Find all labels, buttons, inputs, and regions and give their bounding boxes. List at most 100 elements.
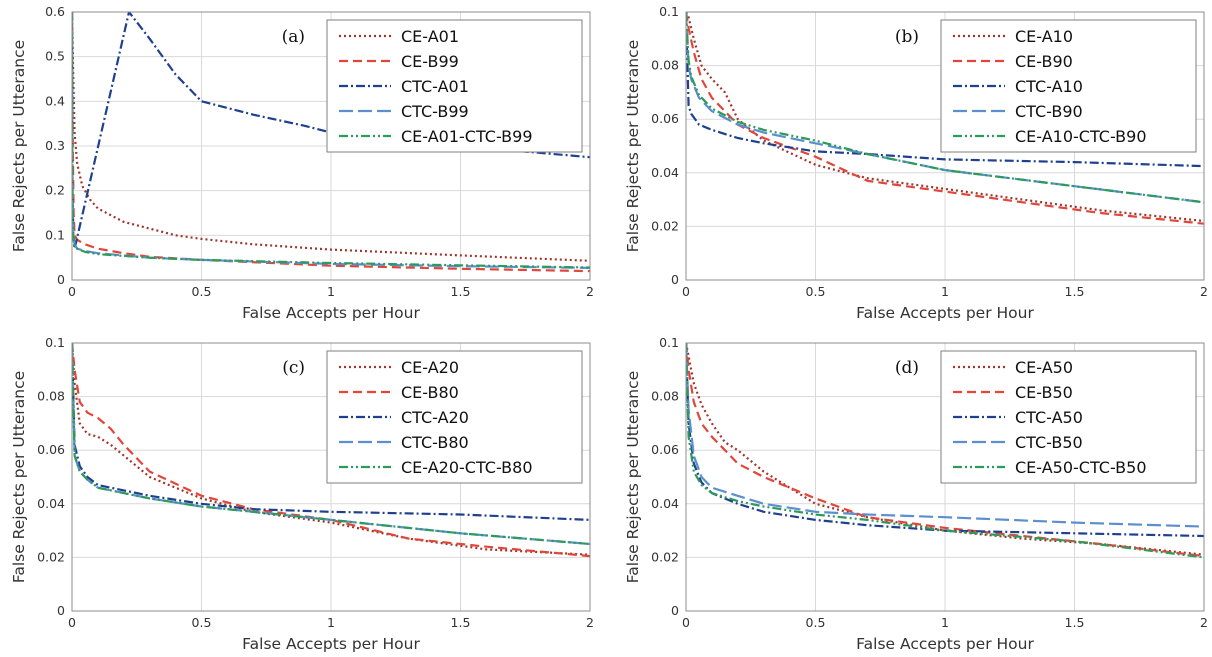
legend: CE-A10 CE-B90 CTC-A10 CTC-B90 CE-A10-CTC-B90 [940,19,1197,153]
x-tick-label: 1 [941,284,949,299]
y-tick-label: 0.06 [651,442,679,457]
series-group [72,343,590,558]
series-line-ce-a01-ctc-b99 [72,12,590,269]
legend-entry-label: CE-A50 [1015,358,1073,377]
x-tick-label: 1.5 [1065,284,1085,299]
series-line-ctc-a10 [686,12,1204,168]
x-tick-label: 2 [586,615,594,630]
x-tick-label: 0.5 [192,284,212,299]
legend-entry-label: CE-B80 [401,383,459,402]
x-axis-label: False Accepts per Hour [856,635,1034,653]
y-axis-label: False Rejects per Utterance [624,40,642,252]
legend-entry-label: CTC-A50 [1015,408,1083,427]
y-tick-label: 0 [671,603,679,618]
series-line-ce-a50 [686,343,1204,556]
legend-entry-label: CE-B99 [401,52,459,71]
y-tick-label: 0.02 [651,218,679,233]
y-tick-label: 0.1 [45,335,65,350]
y-tick-label: 0.04 [37,496,65,511]
y-tick-label: 0.08 [37,389,65,404]
y-tick-label: 0.08 [651,389,679,404]
series-line-ctc-a50 [686,343,1204,538]
panel-label: (a) [282,27,305,47]
x-axis-label: False Accepts per Hour [856,304,1034,322]
legend-entry-label: CE-B50 [1015,383,1073,402]
legend: CE-A50 CE-B50 CTC-A50 CTC-B50 CE-A50-CTC-B50 [940,350,1197,484]
legend-entry-label: CE-A01 [401,27,459,46]
y-tick-label: 0.1 [45,227,65,242]
legend-entry-label: CTC-B90 [1015,102,1083,121]
series-group [686,12,1204,225]
y-tick-label: 0.3 [45,138,65,153]
x-tick-label: 1.5 [451,615,471,630]
y-tick-label: 0.4 [45,93,65,108]
legend: CE-A01 CE-B99 CTC-A01 CTC-B99 CE-A01-CTC-B99 [326,19,583,153]
y-tick-label: 0 [671,272,679,287]
y-tick-label: 0.06 [651,111,679,126]
series-line-ce-b90 [686,12,1204,225]
plot-frame [71,342,591,612]
legend-entry-label: CE-B90 [1015,52,1073,71]
y-tick-label: 0.2 [45,183,65,198]
legend-entry-label: CTC-A10 [1015,77,1083,96]
chart-panel-2: 0 0.5 1 1.5 2 0 0.02 0.04 0.06 0.08 0.1 False Accep… [624,4,1208,322]
y-tick-label: 0.6 [45,4,65,19]
y-tick-label: 0 [57,603,65,618]
x-tick-label: 0 [68,615,76,630]
legend-entry-label: CE-A01-CTC-B99 [401,127,533,146]
x-tick-label: 2 [586,284,594,299]
x-tick-label: 1.5 [1065,615,1085,630]
x-tick-label: 1.5 [451,284,471,299]
x-tick-label: 2 [1200,615,1208,630]
series-line-ctc-b90 [686,12,1204,204]
x-axis-label: False Accepts per Hour [242,635,420,653]
x-tick-label: 0.5 [806,615,826,630]
y-tick-label: 0.5 [45,49,65,64]
panel-label: (d) [895,358,919,378]
plot-frame [71,11,591,281]
x-axis-label: False Accepts per Hour [242,304,420,322]
series-line-ctc-b50 [686,343,1204,528]
y-tick-label: 0 [57,272,65,287]
series-line-ce-a01 [72,12,590,262]
legend-entry-label: CE-A10 [1015,27,1073,46]
x-tick-label: 0 [68,284,76,299]
y-tick-label: 0.1 [659,335,679,350]
series-group [686,343,1204,559]
legend-entry-label: CE-A10-CTC-B90 [1015,127,1147,146]
panel-label: (c) [282,358,305,378]
x-tick-label: 1 [327,284,335,299]
legend-entry-label: CE-A20 [401,358,459,377]
series-line-ce-a10-ctc-b90 [686,12,1204,204]
panel-label: (b) [895,27,919,47]
y-tick-label: 0.08 [651,58,679,73]
y-tick-label: 0.04 [651,165,679,180]
chart-panel-1: 0 0.5 1 1.5 2 0 0.1 0.2 0.3 0.4 0.5 0.6 False Accept… [10,4,594,322]
x-tick-label: 0 [682,615,690,630]
chart-panel-3: 0 0.5 1 1.5 2 0 0.02 0.04 0.06 0.08 0.1 False Accep… [10,335,594,653]
y-axis-label: False Rejects per Utterance [10,40,28,252]
y-tick-label: 0.06 [37,442,65,457]
plot-frame [685,11,1205,281]
series-line-ce-b80 [72,343,590,558]
series-line-ce-a50-ctc-b50 [686,343,1204,559]
series-line-ctc-a20 [72,343,590,521]
chart-panel-4: 0 0.5 1 1.5 2 0 0.02 0.04 0.06 0.08 0.1 False Accep… [624,335,1208,653]
y-tick-label: 0.04 [651,496,679,511]
legend-entry-label: CTC-B99 [401,102,469,121]
x-tick-label: 1 [941,615,949,630]
legend-entry-label: CTC-A20 [401,408,469,427]
legend-entry-label: CTC-B80 [401,433,469,452]
legend-entry-label: CE-A20-CTC-B80 [401,458,533,477]
legend-entry-label: CE-A50-CTC-B50 [1015,458,1147,477]
x-tick-label: 2 [1200,284,1208,299]
y-axis-label: False Rejects per Utterance [624,371,642,583]
y-axis-label: False Rejects per Utterance [10,371,28,583]
series-group [72,12,590,273]
x-tick-label: 0.5 [192,615,212,630]
legend-entry-label: CTC-A01 [401,77,469,96]
x-tick-label: 1 [327,615,335,630]
series-line-ce-b50 [686,343,1204,558]
x-tick-label: 0 [682,284,690,299]
